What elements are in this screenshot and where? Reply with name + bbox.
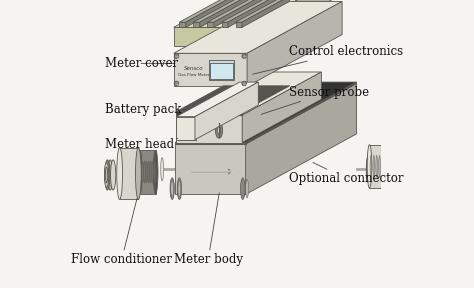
Text: Meter cover: Meter cover (105, 57, 178, 70)
Text: Sensco: Sensco (184, 66, 204, 71)
Ellipse shape (110, 160, 116, 190)
Circle shape (174, 81, 179, 86)
Polygon shape (200, 0, 247, 27)
Circle shape (242, 54, 246, 58)
Polygon shape (369, 145, 387, 188)
Ellipse shape (246, 179, 248, 198)
Ellipse shape (366, 156, 370, 182)
Polygon shape (173, 1, 342, 53)
Polygon shape (173, 53, 247, 86)
Text: Meter body: Meter body (173, 193, 243, 266)
Polygon shape (193, 22, 200, 27)
Ellipse shape (170, 178, 174, 199)
Polygon shape (175, 82, 356, 143)
Polygon shape (173, 27, 247, 46)
Circle shape (242, 81, 246, 86)
Ellipse shape (136, 148, 141, 200)
Text: Flow conditioner: Flow conditioner (71, 198, 173, 266)
Ellipse shape (153, 151, 158, 194)
Ellipse shape (142, 161, 144, 183)
Ellipse shape (144, 161, 146, 183)
Polygon shape (175, 84, 356, 144)
Ellipse shape (379, 156, 381, 177)
Circle shape (174, 54, 179, 58)
Ellipse shape (146, 161, 147, 183)
Polygon shape (176, 82, 258, 117)
Text: Meter head: Meter head (105, 137, 178, 151)
Polygon shape (236, 22, 242, 27)
Ellipse shape (217, 126, 221, 134)
Polygon shape (208, 22, 214, 27)
Polygon shape (179, 0, 233, 22)
Polygon shape (173, 0, 342, 27)
Ellipse shape (384, 145, 389, 188)
Polygon shape (140, 151, 155, 194)
Ellipse shape (140, 161, 141, 183)
Text: Optional connector: Optional connector (289, 162, 403, 185)
Polygon shape (195, 82, 258, 140)
Bar (209, 60, 234, 80)
Ellipse shape (148, 161, 150, 183)
Ellipse shape (370, 156, 372, 177)
Bar (179, 135, 196, 140)
Ellipse shape (178, 181, 181, 197)
Polygon shape (175, 143, 246, 144)
Bar (210, 62, 233, 79)
Polygon shape (176, 72, 321, 115)
Ellipse shape (177, 178, 182, 199)
Ellipse shape (161, 158, 164, 181)
Polygon shape (175, 144, 246, 194)
Text: Battery pack: Battery pack (105, 103, 185, 116)
Polygon shape (221, 0, 275, 22)
Bar (179, 129, 196, 133)
Ellipse shape (382, 156, 383, 177)
Text: Control electronics: Control electronics (253, 45, 403, 74)
Ellipse shape (105, 167, 108, 183)
Ellipse shape (137, 151, 142, 194)
Ellipse shape (154, 161, 156, 183)
Ellipse shape (150, 161, 152, 183)
Ellipse shape (384, 156, 386, 177)
Polygon shape (214, 0, 261, 27)
Ellipse shape (104, 163, 109, 187)
Polygon shape (228, 0, 275, 27)
Ellipse shape (117, 148, 122, 200)
Ellipse shape (152, 161, 154, 183)
Polygon shape (208, 0, 261, 22)
Polygon shape (176, 117, 195, 140)
Ellipse shape (373, 156, 374, 177)
Polygon shape (176, 115, 242, 143)
Ellipse shape (241, 178, 245, 199)
Polygon shape (247, 0, 342, 46)
Ellipse shape (400, 154, 405, 179)
Polygon shape (246, 84, 356, 194)
Ellipse shape (367, 160, 369, 179)
Polygon shape (176, 112, 242, 115)
Polygon shape (246, 82, 356, 144)
Ellipse shape (215, 122, 223, 138)
Polygon shape (236, 0, 290, 22)
Polygon shape (176, 86, 290, 112)
Ellipse shape (401, 158, 404, 175)
Polygon shape (193, 0, 247, 22)
Polygon shape (186, 0, 233, 27)
Ellipse shape (105, 160, 110, 190)
Polygon shape (242, 0, 290, 27)
Polygon shape (179, 22, 186, 27)
Ellipse shape (397, 152, 403, 181)
Text: Gas Flow Meter: Gas Flow Meter (178, 73, 210, 77)
Ellipse shape (108, 160, 113, 190)
Polygon shape (242, 72, 321, 143)
Polygon shape (221, 22, 228, 27)
Ellipse shape (171, 181, 173, 197)
Text: Sensor probe: Sensor probe (261, 86, 369, 114)
Polygon shape (119, 148, 138, 199)
Ellipse shape (367, 145, 372, 188)
Ellipse shape (376, 156, 378, 177)
Ellipse shape (394, 152, 400, 181)
Polygon shape (247, 1, 342, 86)
Bar (179, 123, 196, 127)
